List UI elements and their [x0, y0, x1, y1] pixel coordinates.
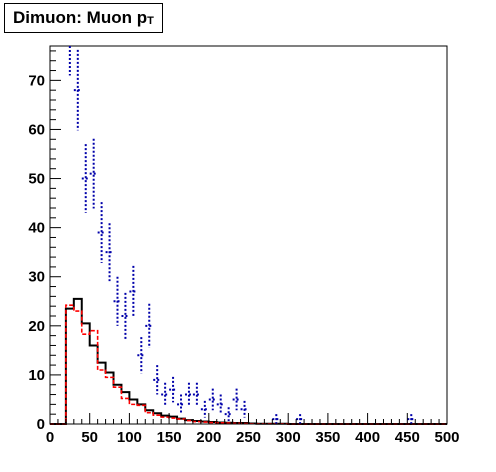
x-tick-label: 400 — [355, 429, 380, 446]
y-tick-label: 50 — [28, 171, 45, 188]
x-tick-label: 350 — [315, 429, 340, 446]
plot-frame — [49, 45, 448, 425]
y-tick-label: 0 — [37, 416, 45, 433]
x-tick-label: 500 — [434, 429, 459, 446]
x-tick-label: 200 — [196, 429, 221, 446]
x-tick-label: 100 — [117, 429, 142, 446]
y-tick-label: 30 — [28, 269, 45, 286]
y-tick-label: 20 — [28, 318, 45, 335]
y-tick-label: 10 — [28, 367, 45, 384]
x-tick-label: 450 — [395, 429, 420, 446]
y-tick-label: 70 — [28, 72, 45, 89]
x-tick-label: 0 — [46, 429, 54, 446]
x-tick-label: 50 — [81, 429, 98, 446]
y-tick-label: 40 — [28, 220, 45, 237]
x-tick-label: 250 — [236, 429, 261, 446]
chart-title-main: Dimuon: Muon p — [13, 8, 148, 27]
x-tick-label: 150 — [157, 429, 182, 446]
chart-title-subscript: T — [147, 15, 154, 27]
y-tick-label: 60 — [28, 121, 45, 138]
x-tick-label: 300 — [276, 429, 301, 446]
